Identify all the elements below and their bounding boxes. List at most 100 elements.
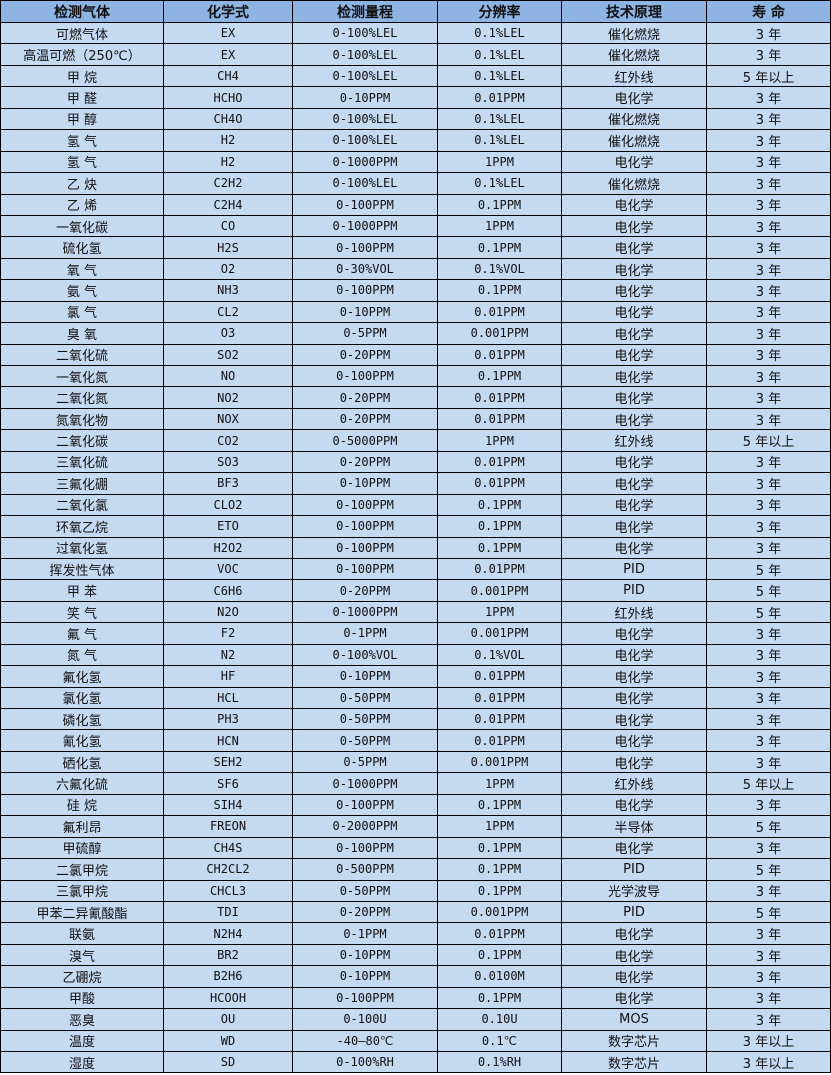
- range-cell: 0-50PPM: [292, 729, 438, 752]
- table-row: 氧 气 O2 0-30%VOL 0.1%VOL 电化学 3 年: [0, 257, 831, 281]
- formula-cell: VOC: [163, 557, 293, 581]
- resolution-cell: 0.1PPM: [437, 364, 562, 388]
- formula-cell: SO3: [163, 450, 293, 474]
- formula-cell: H2: [163, 150, 293, 174]
- gas-name-cell: 氢 气: [0, 129, 164, 152]
- principle-cell: 数字芯片: [561, 1050, 707, 1074]
- formula-cell: H2S: [163, 236, 293, 259]
- principle-cell: 电化学: [561, 493, 707, 517]
- lifespan-cell: 3 年: [706, 750, 831, 774]
- range-cell: 0-5000PPM: [292, 429, 438, 452]
- lifespan-cell: 3 年: [706, 515, 831, 538]
- resolution-cell: 0.1PPM: [437, 793, 562, 817]
- table-row: 一氧化氮 NO 0-100PPM 0.1PPM 电化学 3 年: [0, 364, 831, 388]
- resolution-cell: 0.1PPM: [437, 986, 562, 1010]
- resolution-cell: 0.01PPM: [437, 665, 562, 688]
- formula-cell: OU: [163, 1008, 293, 1031]
- gas-name-cell: 二氧化氯: [0, 493, 164, 517]
- lifespan-cell: 3 年: [706, 643, 831, 667]
- gas-name-cell: 氯 气: [0, 300, 164, 324]
- lifespan-cell: 3 年: [706, 943, 831, 967]
- lifespan-cell: 3 年: [706, 257, 831, 281]
- resolution-cell: 0.1PPM: [437, 279, 562, 302]
- principle-cell: 电化学: [561, 965, 707, 988]
- gas-name-cell: 氟 气: [0, 622, 164, 645]
- gas-name-cell: 可燃气体: [0, 21, 164, 45]
- range-cell: 0-10PPM: [292, 86, 438, 109]
- lifespan-cell: 3 年: [706, 129, 831, 152]
- gas-name-cell: 三氧化硫: [0, 450, 164, 474]
- resolution-cell: 0.01PPM: [437, 922, 562, 945]
- principle-cell: 电化学: [561, 86, 707, 109]
- table-row: 氯 气 CL2 0-10PPM 0.01PPM 电化学 3 年: [0, 300, 831, 324]
- resolution-cell: 0.01PPM: [437, 450, 562, 474]
- resolution-cell: 0.1PPM: [437, 536, 562, 559]
- principle-cell: 电化学: [561, 364, 707, 388]
- principle-cell: 催化燃烧: [561, 43, 707, 66]
- table-row: 可燃气体 EX 0-100%LEL 0.1%LEL 催化燃烧 3 年: [0, 21, 831, 45]
- lifespan-cell: 3 年: [706, 172, 831, 195]
- lifespan-cell: 3 年: [706, 793, 831, 817]
- table-row: 二氧化硫 SO2 0-20PPM 0.01PPM 电化学 3 年: [0, 343, 831, 367]
- principle-cell: PID: [561, 858, 707, 881]
- lifespan-cell: 5 年: [706, 557, 831, 581]
- gas-name-cell: 氮氧化物: [0, 407, 164, 431]
- formula-cell: CLO2: [163, 493, 293, 517]
- lifespan-cell: 3 年: [706, 1008, 831, 1031]
- range-cell: 0-100PPM: [292, 193, 438, 216]
- range-cell: 0-500PPM: [292, 858, 438, 881]
- formula-cell: H2O2: [163, 536, 293, 559]
- formula-cell: B2H6: [163, 965, 293, 988]
- gas-name-cell: 湿度: [0, 1050, 164, 1074]
- range-cell: 0-100PPM: [292, 836, 438, 860]
- range-cell: 0-100%LEL: [292, 43, 438, 66]
- lifespan-cell: 3 年: [706, 922, 831, 945]
- resolution-cell: 0.001PPM: [437, 900, 562, 924]
- gas-name-cell: 臭 氧: [0, 322, 164, 345]
- lifespan-cell: 5 年: [706, 600, 831, 624]
- table-row: 乙 烯 C2H4 0-100PPM 0.1PPM 电化学 3 年: [0, 193, 831, 216]
- lifespan-cell: 3 年: [706, 150, 831, 174]
- lifespan-cell: 3 年: [706, 879, 831, 902]
- range-cell: 0-1000PPM: [292, 600, 438, 624]
- principle-cell: 半导体: [561, 815, 707, 838]
- table-row: 溴气 BR2 0-10PPM 0.1PPM 电化学 3 年: [0, 943, 831, 967]
- principle-cell: 电化学: [561, 193, 707, 216]
- resolution-cell: 0.1PPM: [437, 836, 562, 860]
- range-cell: 0-100PPM: [292, 515, 438, 538]
- header-resolution: 分辨率: [437, 0, 562, 23]
- lifespan-cell: 5 年: [706, 858, 831, 881]
- gas-name-cell: 磷化氢: [0, 707, 164, 731]
- formula-cell: C2H2: [163, 172, 293, 195]
- resolution-cell: 0.01PPM: [437, 472, 562, 495]
- table-row: 三氯甲烷 CHCL3 0-50PPM 0.1PPM 光学波导 3 年: [0, 879, 831, 902]
- formula-cell: TDI: [163, 900, 293, 924]
- principle-cell: 电化学: [561, 472, 707, 495]
- principle-cell: 电化学: [561, 536, 707, 559]
- gas-name-cell: 甲 苯: [0, 579, 164, 602]
- range-cell: 0-100PPM: [292, 493, 438, 517]
- table-row: 乙硼烷 B2H6 0-10PPM 0.0100M 电化学 3 年: [0, 965, 831, 988]
- range-cell: 0-100U: [292, 1008, 438, 1031]
- lifespan-cell: 3 年: [706, 236, 831, 259]
- formula-cell: SD: [163, 1050, 293, 1074]
- lifespan-cell: 3 年: [706, 836, 831, 860]
- range-cell: 0-1000PPM: [292, 772, 438, 795]
- range-cell: 0-5PPM: [292, 322, 438, 345]
- table-row: 甲 烷 CH4 0-100%LEL 0.1%LEL 红外线 5 年以上: [0, 64, 831, 88]
- lifespan-cell: 3 年: [706, 300, 831, 324]
- table-row: 氟 气 F2 0-1PPM 0.001PPM 电化学 3 年: [0, 622, 831, 645]
- gas-name-cell: 氟化氢: [0, 665, 164, 688]
- range-cell: 0-100%LEL: [292, 21, 438, 45]
- lifespan-cell: 3 年: [706, 107, 831, 131]
- principle-cell: 电化学: [561, 793, 707, 817]
- principle-cell: 电化学: [561, 986, 707, 1010]
- principle-cell: 催化燃烧: [561, 172, 707, 195]
- principle-cell: 电化学: [561, 643, 707, 667]
- header-principle: 技术原理: [561, 0, 707, 23]
- resolution-cell: 0.001PPM: [437, 622, 562, 645]
- principle-cell: MOS: [561, 1008, 707, 1031]
- formula-cell: CH2CL2: [163, 858, 293, 881]
- principle-cell: 红外线: [561, 64, 707, 88]
- table-row: 氮 气 N2 0-100%VOL 0.1%VOL 电化学 3 年: [0, 643, 831, 667]
